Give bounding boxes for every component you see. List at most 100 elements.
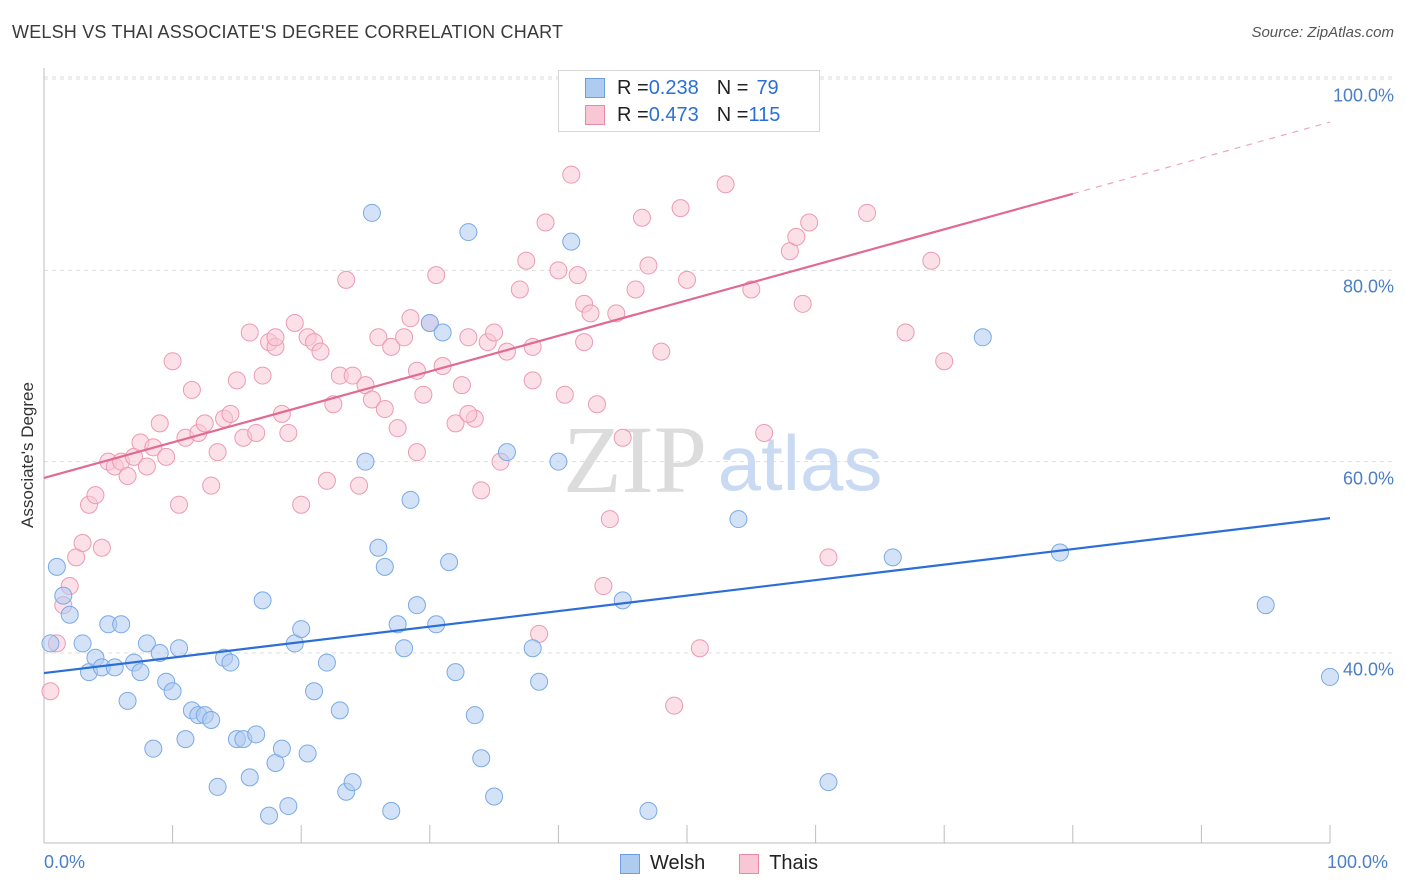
- welsh-point: [176, 730, 195, 749]
- thais-point: [375, 400, 394, 419]
- legend-n-value: 79: [756, 76, 779, 99]
- welsh-point: [73, 634, 92, 653]
- thais-point: [690, 639, 709, 658]
- welsh-point: [112, 615, 131, 634]
- watermark: ZIP atlas: [563, 406, 882, 513]
- thais-point: [452, 376, 471, 395]
- thais-point: [613, 428, 632, 447]
- welsh-point: [433, 323, 452, 342]
- welsh-point: [819, 773, 838, 792]
- legend-swatch-welsh: [585, 78, 605, 98]
- y-tick-label: 100.0%: [1332, 85, 1394, 106]
- welsh-point: [260, 806, 279, 825]
- x-tick-max: 100.0%: [1327, 852, 1389, 872]
- welsh-point: [317, 653, 336, 672]
- series-welsh: [41, 203, 1339, 825]
- welsh-point: [549, 452, 568, 471]
- welsh-point: [973, 328, 992, 347]
- thais-point: [787, 227, 806, 246]
- legend-swatch-thais: [739, 853, 760, 874]
- welsh-point: [41, 634, 60, 653]
- welsh-point: [407, 596, 426, 615]
- thais-point: [896, 323, 915, 342]
- welsh-point: [497, 443, 516, 462]
- legend-row-thais: R = 0.473 N = 115: [585, 102, 780, 128]
- thais-point: [157, 447, 176, 466]
- welsh-point: [472, 749, 491, 768]
- axes: [43, 68, 1331, 844]
- welsh-point: [240, 768, 259, 787]
- welsh-point: [305, 682, 324, 701]
- gridlines: [44, 76, 1394, 654]
- thais-point: [678, 270, 696, 289]
- welsh-point: [298, 744, 317, 763]
- thais-point: [858, 203, 877, 222]
- thais-point: [562, 165, 581, 184]
- welsh-point: [388, 615, 407, 634]
- welsh-point: [382, 801, 401, 820]
- welsh-point: [729, 510, 748, 529]
- thais-point: [253, 366, 272, 385]
- welsh-point: [562, 232, 581, 251]
- welsh-point: [150, 644, 169, 662]
- thais-point: [401, 309, 420, 328]
- y-tick-label: 40.0%: [1342, 659, 1394, 680]
- welsh-point: [1256, 596, 1275, 615]
- thais-point: [137, 457, 156, 476]
- welsh-point: [47, 557, 66, 576]
- thais-point: [555, 385, 574, 404]
- thais-point: [369, 328, 388, 347]
- thais-point: [150, 414, 169, 433]
- thais-point: [247, 423, 266, 442]
- welsh-point: [395, 639, 414, 658]
- stats-legend: R = 0.238 N = 79 R = 0.473 N = 115: [558, 70, 820, 132]
- thais-point: [446, 414, 465, 433]
- thais-point: [665, 696, 684, 715]
- legend-label-thais: Thais: [769, 852, 819, 874]
- welsh-point: [440, 553, 459, 572]
- thais-point: [594, 577, 613, 596]
- thais-point: [317, 471, 336, 490]
- thais-point: [671, 199, 690, 218]
- thais-point: [459, 328, 478, 347]
- thais-point: [227, 371, 246, 390]
- welsh-point: [356, 452, 375, 471]
- legend-n-label: N =: [716, 76, 749, 99]
- legend-r-label: R =: [617, 103, 649, 126]
- welsh-point: [137, 634, 156, 653]
- thais-point: [632, 208, 651, 227]
- welsh-point: [54, 586, 73, 605]
- welsh-point: [465, 706, 484, 725]
- thais-point: [652, 342, 671, 361]
- trend-lines: [43, 121, 1331, 675]
- thais-point: [755, 423, 774, 442]
- welsh-point: [131, 663, 150, 682]
- legend-row-welsh: R = 0.238 N = 79: [585, 75, 779, 101]
- welsh-point: [330, 701, 349, 720]
- legend-label-welsh: Welsh: [650, 852, 706, 874]
- thais-point: [587, 395, 606, 414]
- welsh-point: [208, 777, 227, 796]
- thais-trend-extension: [1072, 121, 1331, 195]
- welsh-point: [221, 653, 240, 672]
- welsh-point: [420, 313, 439, 332]
- thais-point: [311, 342, 330, 361]
- thais-point: [517, 251, 536, 270]
- thais-point: [388, 419, 407, 438]
- thais-point: [523, 371, 542, 390]
- thais-point: [170, 495, 189, 514]
- thais-point: [581, 304, 600, 323]
- legend-swatch-thais: [585, 105, 605, 125]
- thais-trend-line: [43, 192, 1074, 479]
- thais-point: [163, 352, 182, 371]
- chart-title: WELSH VS THAI ASSOCIATE'S DEGREE CORRELA…: [12, 22, 564, 42]
- thais-point: [86, 486, 105, 505]
- y-tick-label: 80.0%: [1342, 276, 1394, 297]
- thais-point: [536, 213, 555, 232]
- welsh-point: [1050, 543, 1069, 562]
- legend-r-label: R =: [617, 76, 649, 99]
- welsh-point: [292, 620, 311, 639]
- thais-point: [118, 467, 137, 486]
- thais-point: [935, 352, 954, 371]
